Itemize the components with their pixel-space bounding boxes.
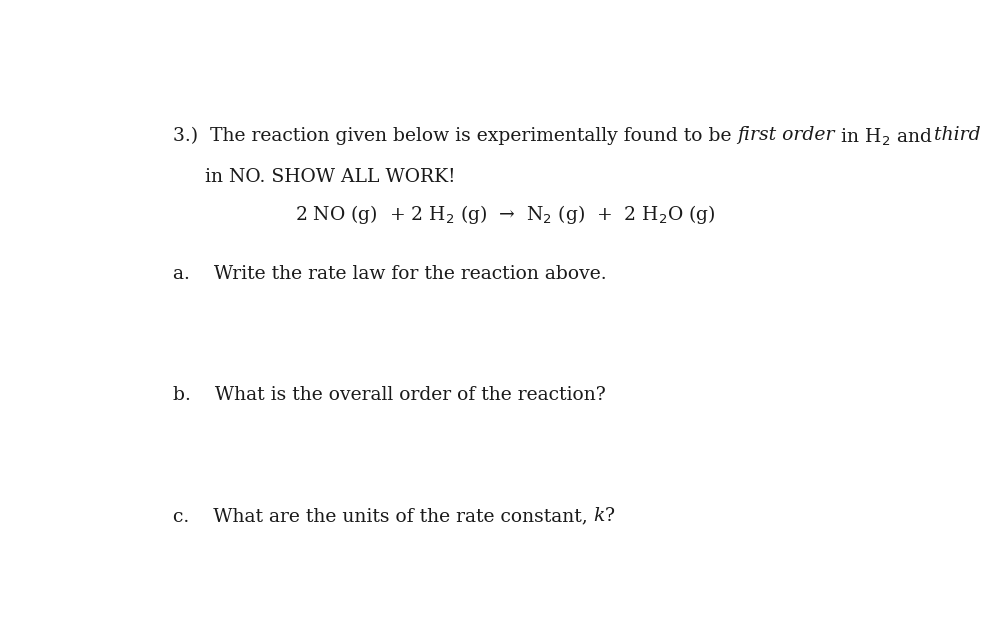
Text: third order: third order bbox=[934, 126, 986, 144]
Text: k: k bbox=[594, 507, 605, 525]
Text: ?: ? bbox=[605, 507, 615, 525]
Text: 3.)  The reaction given below is experimentally found to be: 3.) The reaction given below is experime… bbox=[173, 126, 738, 144]
Text: c.    What are the units of the rate constant,: c. What are the units of the rate consta… bbox=[173, 507, 594, 525]
Text: b.    What is the overall order of the reaction?: b. What is the overall order of the reac… bbox=[173, 386, 605, 404]
Text: 2 NO (g)  + 2 H$_2$ (g)  →  N$_2$ (g)  +  2 H$_2$O (g): 2 NO (g) + 2 H$_2$ (g) → N$_2$ (g) + 2 H… bbox=[295, 203, 716, 226]
Text: in H$_2$ and: in H$_2$ and bbox=[835, 126, 934, 148]
Text: a.    Write the rate law for the reaction above.: a. Write the rate law for the reaction a… bbox=[173, 265, 606, 283]
Text: first order: first order bbox=[738, 126, 835, 144]
Text: in NO. SHOW ALL WORK!: in NO. SHOW ALL WORK! bbox=[205, 168, 456, 186]
